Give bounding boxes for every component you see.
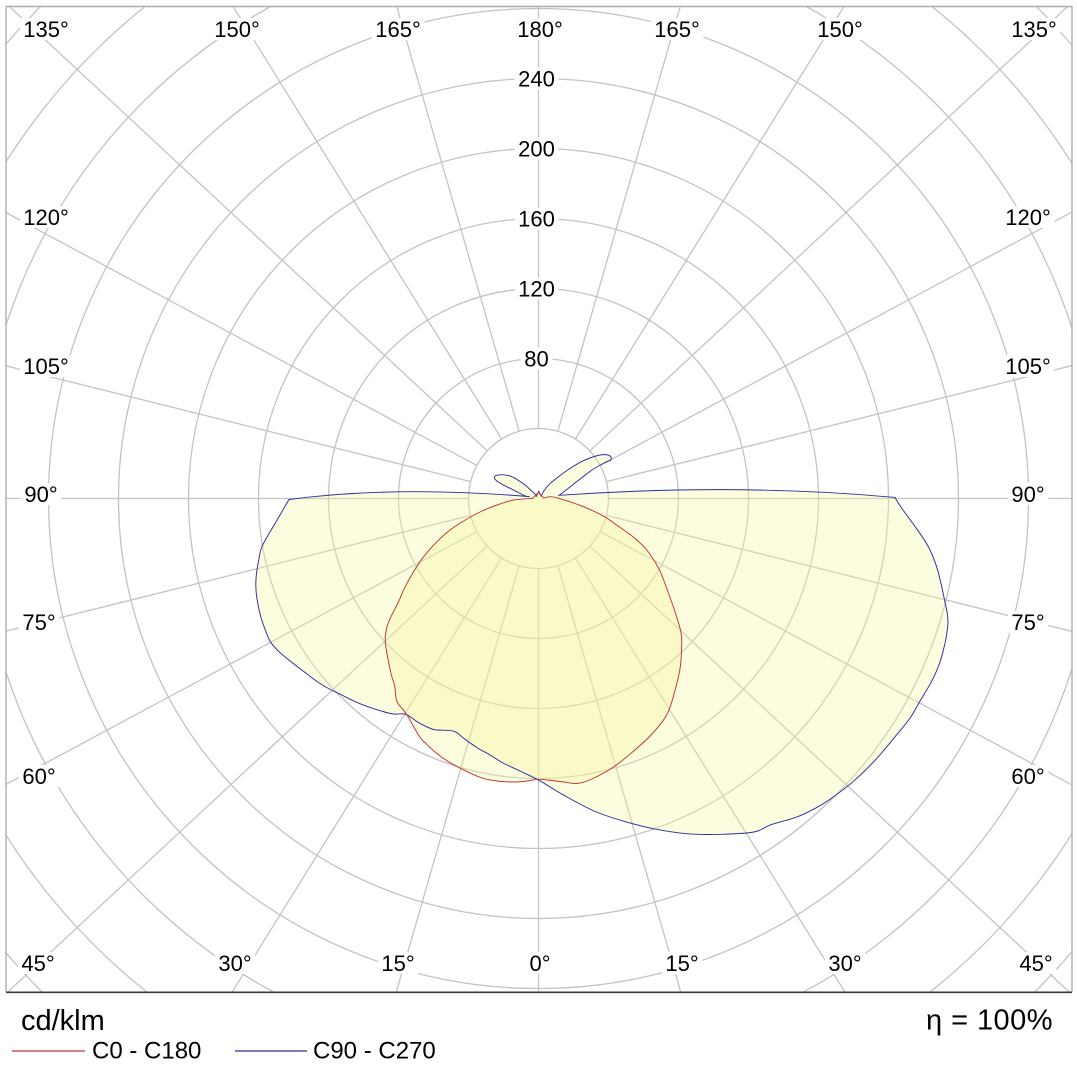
svg-text:120°: 120°	[1005, 205, 1051, 230]
svg-text:0°: 0°	[529, 951, 550, 976]
svg-text:160: 160	[518, 206, 555, 231]
svg-text:75°: 75°	[22, 610, 55, 635]
svg-text:165°: 165°	[375, 17, 421, 42]
svg-text:165°: 165°	[654, 17, 700, 42]
svg-text:60°: 60°	[22, 764, 55, 789]
svg-text:240: 240	[518, 66, 555, 91]
svg-text:80: 80	[524, 346, 548, 371]
svg-text:30°: 30°	[828, 951, 861, 976]
svg-text:30°: 30°	[218, 951, 251, 976]
svg-text:45°: 45°	[21, 951, 54, 976]
svg-text:45°: 45°	[1019, 951, 1052, 976]
svg-text:150°: 150°	[817, 17, 863, 42]
svg-text:cd/klm: cd/klm	[21, 1005, 105, 1037]
svg-text:90°: 90°	[1011, 482, 1044, 507]
svg-text:135°: 135°	[1011, 17, 1057, 42]
svg-text:200: 200	[518, 136, 555, 161]
svg-text:15°: 15°	[665, 951, 698, 976]
svg-text:15°: 15°	[381, 951, 414, 976]
svg-text:75°: 75°	[1011, 610, 1044, 635]
svg-text:150°: 150°	[214, 17, 260, 42]
svg-text:105°: 105°	[1005, 354, 1051, 379]
svg-text:C0 - C180: C0 - C180	[92, 1037, 201, 1064]
svg-text:135°: 135°	[23, 17, 69, 42]
svg-text:120: 120	[518, 276, 555, 301]
svg-text:90°: 90°	[24, 482, 57, 507]
svg-text:180°: 180°	[517, 17, 563, 42]
svg-text:C90 - C270: C90 - C270	[313, 1037, 436, 1064]
svg-text:105°: 105°	[23, 354, 69, 379]
svg-text:120°: 120°	[23, 205, 69, 230]
svg-text:η = 100%: η = 100%	[926, 1005, 1053, 1037]
svg-text:60°: 60°	[1011, 764, 1044, 789]
